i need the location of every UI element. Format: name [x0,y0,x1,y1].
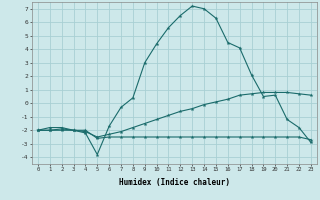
X-axis label: Humidex (Indice chaleur): Humidex (Indice chaleur) [119,178,230,187]
